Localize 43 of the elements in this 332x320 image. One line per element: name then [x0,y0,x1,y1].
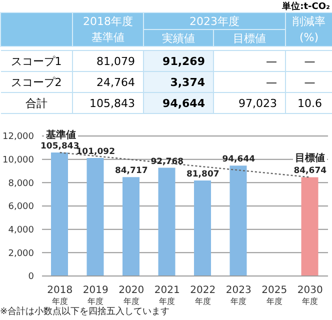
text: 91,269 [162,54,205,68]
annotation: 94,644 [222,154,256,165]
bar [51,152,68,276]
annotation: 84,717 [114,166,148,176]
y-tick-label: 12,000 [2,132,34,142]
y-tick-label: 10,000 [2,156,34,166]
text: 10.6 [298,96,322,110]
annotation: 81,807 [186,170,220,180]
annotation: 目標値 [293,152,327,165]
text: 94,644 [162,96,205,110]
annotation: 92,768 [150,156,184,167]
text: 81,079 [96,54,135,68]
text: ※合計は小数点以下を四捨五入しています [0,306,170,319]
bar [158,168,176,276]
category-label: 目標値 [214,30,286,46]
y-tick-label: 8,000 [8,178,34,189]
text: — [266,76,277,88]
category-label: 削減率(%) [292,14,326,46]
text: 105,843 [90,96,135,110]
category-label: 2018年度基準値 [82,14,134,46]
category-label: 合計 [25,96,48,110]
annotation: 基準値 [44,129,78,142]
y-tick-label: 0 [28,272,34,282]
text: 3,374 [170,76,205,88]
bar [194,180,211,276]
category-label: スコープ1 [10,54,62,68]
y-tick-label: 2,000 [8,248,34,259]
text: 2023年度 [144,12,286,30]
category-label: 実績値 [144,30,214,46]
y-tick-label: 6,000 [8,202,34,212]
text: 24,764 [96,76,135,88]
bar [122,177,140,276]
text: — [304,54,316,68]
text: 単位:t-CO₂ [282,0,330,13]
bar [230,166,247,276]
bar [86,158,104,276]
y-tick-label: 4,000 [8,226,34,236]
text: 97,023 [238,96,277,110]
text: — [266,54,277,68]
text: — [304,76,316,88]
bar [301,177,318,276]
annotation: 84,674 [294,166,327,176]
category-label: スコープ2 [10,76,62,88]
